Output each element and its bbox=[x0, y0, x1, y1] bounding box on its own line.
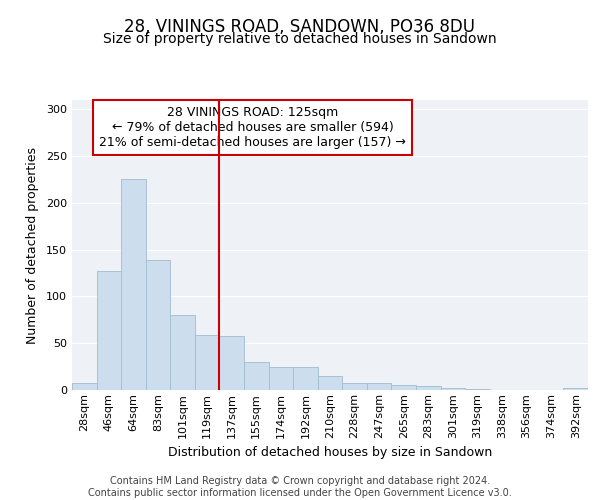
Bar bbox=[440, 388, 465, 390]
Text: 28 VININGS ROAD: 125sqm
← 79% of detached houses are smaller (594)
21% of semi-d: 28 VININGS ROAD: 125sqm ← 79% of detache… bbox=[99, 106, 406, 149]
Bar bbox=[563, 388, 588, 390]
Bar bbox=[244, 362, 269, 390]
Bar bbox=[342, 382, 367, 390]
Bar bbox=[195, 335, 220, 390]
X-axis label: Distribution of detached houses by size in Sandown: Distribution of detached houses by size … bbox=[168, 446, 492, 459]
Bar bbox=[416, 386, 440, 390]
Text: Size of property relative to detached houses in Sandown: Size of property relative to detached ho… bbox=[103, 32, 497, 46]
Bar bbox=[72, 382, 97, 390]
Bar bbox=[318, 376, 342, 390]
Bar bbox=[97, 271, 121, 390]
Bar bbox=[146, 260, 170, 390]
Y-axis label: Number of detached properties: Number of detached properties bbox=[26, 146, 39, 344]
Text: 28, VININGS ROAD, SANDOWN, PO36 8DU: 28, VININGS ROAD, SANDOWN, PO36 8DU bbox=[125, 18, 476, 36]
Bar bbox=[293, 366, 318, 390]
Bar bbox=[391, 386, 416, 390]
Bar bbox=[367, 382, 391, 390]
Bar bbox=[170, 315, 195, 390]
Bar bbox=[465, 389, 490, 390]
Text: Contains HM Land Registry data © Crown copyright and database right 2024.
Contai: Contains HM Land Registry data © Crown c… bbox=[88, 476, 512, 498]
Bar bbox=[220, 336, 244, 390]
Bar bbox=[269, 366, 293, 390]
Bar bbox=[121, 178, 146, 390]
